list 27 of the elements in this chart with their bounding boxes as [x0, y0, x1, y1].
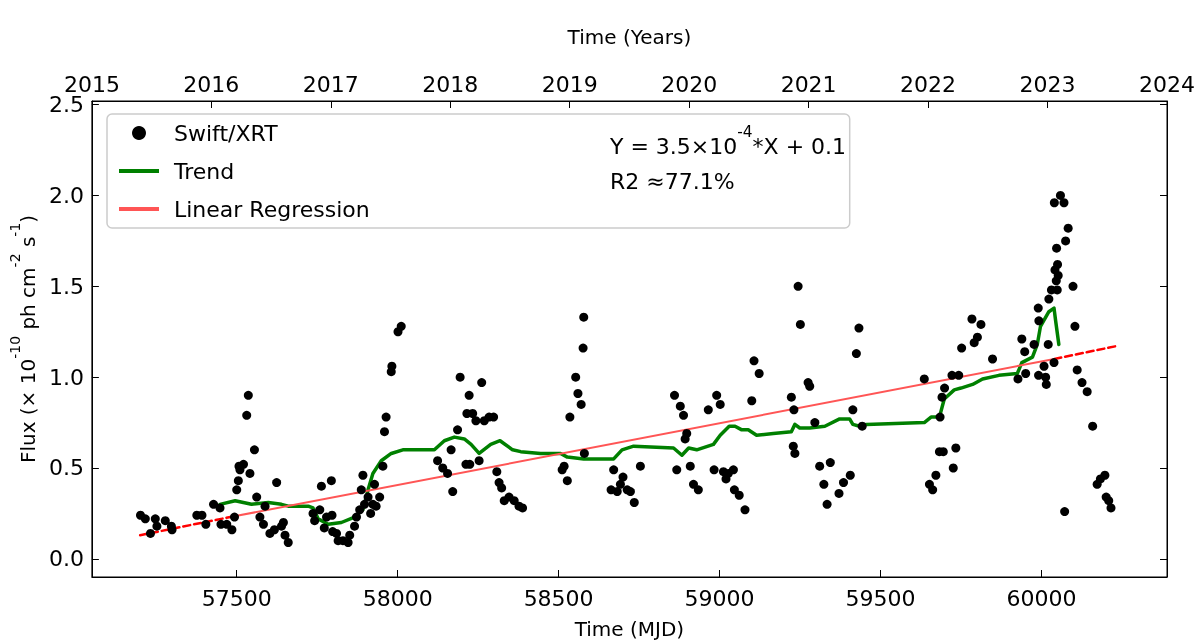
x-tick-label: 58500	[523, 585, 594, 611]
y-tick-label: 1.0	[48, 364, 84, 390]
y-tick-label: 0.5	[48, 455, 84, 481]
y-tick-label: 2.0	[48, 182, 84, 208]
x2-axis-title: Time (Years)	[566, 25, 692, 49]
x-tick-label: 59500	[845, 585, 916, 611]
x2-tick-label: 2019	[541, 71, 598, 97]
y-axis-title: Flux (× 10-10 ph cm-2 s-1)	[7, 214, 40, 464]
x2-tick-label: 2021	[780, 71, 837, 97]
y-tick-label: 0.0	[48, 546, 84, 572]
x-axis-title: Time (MJD)	[573, 617, 685, 641]
x-tick-label: 58000	[362, 585, 433, 611]
x2-tick-label: 2017	[302, 71, 359, 97]
x-tick-label: 57500	[201, 585, 272, 611]
legend-label: Linear Regression	[174, 196, 370, 222]
x-tick-label: 60000	[1006, 585, 1077, 611]
x-tick-label: 59000	[684, 585, 755, 611]
x2-tick-label: 2024	[1139, 71, 1195, 97]
y-tick-label: 1.5	[48, 273, 84, 299]
x2-tick-label: 2022	[900, 71, 957, 97]
x2-tick-label: 2020	[661, 71, 718, 97]
legend-label: Trend	[173, 158, 235, 184]
x2-tick-label: 2016	[183, 71, 240, 97]
x2-tick-label: 2023	[1019, 71, 1076, 97]
annotation: R2 ≈77.1%	[610, 168, 735, 194]
legend-label: Swift/XRT	[174, 120, 279, 146]
x2-tick-label: 2018	[422, 71, 479, 97]
